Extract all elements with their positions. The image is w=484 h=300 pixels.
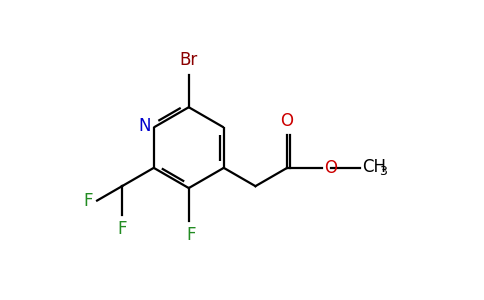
Text: F: F <box>186 226 196 244</box>
Text: F: F <box>117 220 127 238</box>
Text: O: O <box>281 112 294 130</box>
Text: 3: 3 <box>379 165 387 178</box>
Text: CH: CH <box>362 158 386 176</box>
Text: N: N <box>138 116 151 134</box>
Text: O: O <box>324 159 337 177</box>
Text: Br: Br <box>180 52 198 70</box>
Text: F: F <box>84 192 93 210</box>
